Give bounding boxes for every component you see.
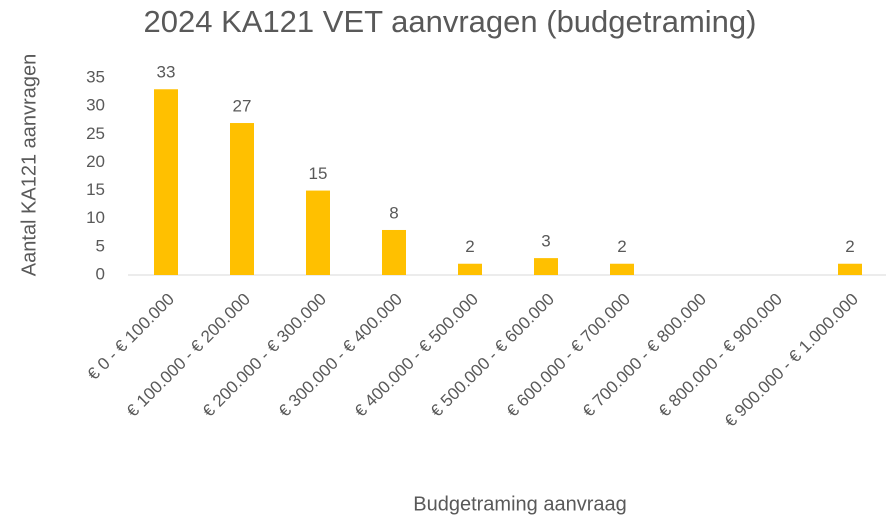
data-label: 3 <box>541 232 550 251</box>
chart-title: 2024 KA121 VET aanvragen (budgetraming) <box>144 4 757 39</box>
y-tick-label: 35 <box>86 67 105 86</box>
y-tick-label: 5 <box>96 236 105 255</box>
bar <box>458 263 482 275</box>
bar <box>534 258 558 275</box>
y-tick-label: 20 <box>86 152 105 171</box>
x-axis-title: Budgetraming aanvraag <box>413 493 626 515</box>
bar <box>306 190 330 275</box>
data-label: 8 <box>389 203 398 222</box>
data-label: 27 <box>233 97 252 116</box>
bar <box>610 263 634 275</box>
data-label: 33 <box>157 63 176 82</box>
y-tick-label: 25 <box>86 124 105 143</box>
bar <box>838 263 862 275</box>
data-label: 15 <box>309 164 328 183</box>
data-label: 2 <box>617 237 626 256</box>
bar <box>382 229 406 275</box>
data-label: 2 <box>845 237 854 256</box>
y-tick-label: 15 <box>86 180 105 199</box>
bar <box>154 89 178 275</box>
y-tick-label: 10 <box>86 208 105 227</box>
y-axis-title: Aantal KA121 aanvragen <box>18 54 40 276</box>
y-tick-label: 0 <box>96 264 105 283</box>
data-label: 2 <box>465 237 474 256</box>
bar <box>230 123 254 276</box>
y-tick-label: 30 <box>86 96 105 115</box>
